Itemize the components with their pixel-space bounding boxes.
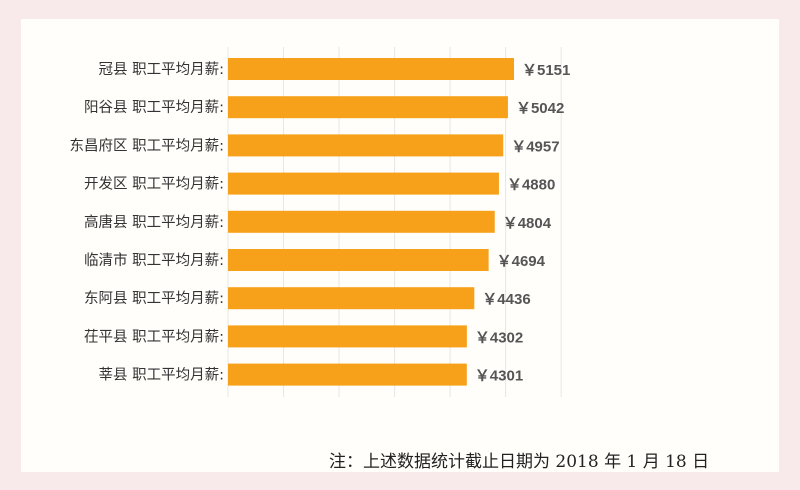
bars-group — [228, 58, 514, 386]
value-label: ￥4301 — [475, 368, 523, 385]
category-label: 高唐县 职工平均月薪: — [84, 214, 224, 231]
chart-panel: 冠县 职工平均月薪: 阳谷县 职工平均月薪: 东昌府区 职工平均月薪: 开发区 职工平… — [21, 19, 779, 472]
value-label: ￥4694 — [497, 253, 546, 270]
category-labels: 冠县 职工平均月薪: 阳谷县 职工平均月薪: 东昌府区 职工平均月薪: 开发区 职工平… — [70, 61, 225, 384]
category-label: 茌平县 职工平均月薪: — [84, 328, 224, 345]
value-label: ￥4880 — [507, 177, 555, 194]
category-label: 开发区 职工平均月薪: — [84, 176, 224, 193]
value-label: ￥4302 — [475, 329, 523, 346]
value-labels: ￥5151 ￥5042 ￥4957 ￥4880 ￥4804 ￥4694 ￥4436 ￥4302… — [475, 62, 571, 385]
category-label: 东阿县 职工平均月薪: — [84, 290, 224, 307]
value-label: ￥5151 — [522, 62, 570, 79]
category-label: 冠县 职工平均月薪: — [99, 61, 225, 78]
category-label: 莘县 职工平均月薪: — [99, 367, 225, 384]
category-label: 临清市 职工平均月薪: — [84, 252, 224, 269]
bar — [228, 172, 499, 195]
bar-chart: 冠县 职工平均月薪: 阳谷县 职工平均月薪: 东昌府区 职工平均月薪: 开发区 职工平… — [70, 47, 571, 397]
bar — [228, 134, 504, 157]
value-label: ￥4436 — [482, 291, 530, 308]
value-label: ￥4957 — [511, 138, 559, 155]
bar — [228, 58, 514, 80]
bar — [228, 287, 475, 310]
bar — [228, 210, 495, 233]
bar — [228, 96, 508, 119]
category-label: 东昌府区 职工平均月薪: — [70, 137, 225, 154]
bar — [228, 363, 467, 386]
value-label: ￥5042 — [516, 100, 564, 117]
value-label: ￥4804 — [503, 215, 552, 232]
footnote: 注：上述数据统计截止日期为 2018 年 1 月 18 日 — [329, 452, 710, 472]
bar — [228, 249, 489, 271]
bar — [228, 325, 467, 348]
category-label: 阳谷县 职工平均月薪: — [84, 99, 224, 116]
